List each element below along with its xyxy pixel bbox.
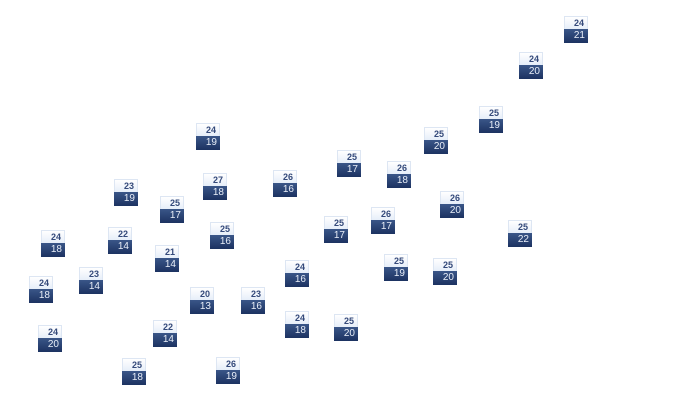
- high-temperature: 24: [519, 52, 543, 65]
- low-temperature: 18: [41, 243, 65, 257]
- high-temperature: 25: [508, 220, 532, 233]
- high-temperature: 20: [190, 287, 214, 300]
- temperature-marker[interactable]: 27 18: [203, 173, 227, 200]
- low-temperature: 16: [210, 235, 234, 249]
- low-temperature: 20: [424, 140, 448, 154]
- low-temperature: 22: [508, 233, 532, 247]
- low-temperature: 19: [196, 136, 220, 150]
- high-temperature: 25: [384, 254, 408, 267]
- temperature-marker[interactable]: 25 16: [210, 222, 234, 249]
- temperature-marker[interactable]: 25 19: [384, 254, 408, 281]
- low-temperature: 21: [564, 29, 588, 43]
- high-temperature: 27: [203, 173, 227, 186]
- high-temperature: 23: [241, 287, 265, 300]
- temperature-marker[interactable]: 23 19: [114, 179, 138, 206]
- high-temperature: 24: [41, 230, 65, 243]
- high-temperature: 26: [371, 207, 395, 220]
- temperature-marker[interactable]: 26 20: [440, 191, 464, 218]
- temperature-marker[interactable]: 26 19: [216, 357, 240, 384]
- temperature-marker[interactable]: 24 21: [564, 16, 588, 43]
- temperature-marker[interactable]: 25 20: [433, 258, 457, 285]
- low-temperature: 17: [324, 229, 348, 243]
- low-temperature: 20: [519, 65, 543, 79]
- low-temperature: 18: [285, 324, 309, 338]
- temperature-marker[interactable]: 20 13: [190, 287, 214, 314]
- low-temperature: 19: [384, 267, 408, 281]
- high-temperature: 25: [479, 106, 503, 119]
- low-temperature: 20: [440, 204, 464, 218]
- high-temperature: 21: [155, 245, 179, 258]
- high-temperature: 25: [160, 196, 184, 209]
- temperature-marker[interactable]: 24 18: [285, 311, 309, 338]
- low-temperature: 17: [337, 163, 361, 177]
- temperature-marker[interactable]: 22 14: [108, 227, 132, 254]
- temperature-marker[interactable]: 25 17: [324, 216, 348, 243]
- low-temperature: 18: [203, 186, 227, 200]
- low-temperature: 14: [108, 240, 132, 254]
- temperature-marker[interactable]: 24 18: [29, 276, 53, 303]
- high-temperature: 24: [564, 16, 588, 29]
- high-temperature: 25: [433, 258, 457, 271]
- low-temperature: 16: [285, 273, 309, 287]
- temperature-marker[interactable]: 23 14: [79, 267, 103, 294]
- low-temperature: 14: [79, 280, 103, 294]
- high-temperature: 25: [424, 127, 448, 140]
- temperature-marker[interactable]: 25 18: [122, 358, 146, 385]
- high-temperature: 24: [29, 276, 53, 289]
- high-temperature: 25: [122, 358, 146, 371]
- low-temperature: 20: [334, 327, 358, 341]
- temperature-marker[interactable]: 25 22: [508, 220, 532, 247]
- high-temperature: 23: [79, 267, 103, 280]
- high-temperature: 24: [38, 325, 62, 338]
- temperature-marker[interactable]: 26 17: [371, 207, 395, 234]
- temperature-marker[interactable]: 24 16: [285, 260, 309, 287]
- high-temperature: 23: [114, 179, 138, 192]
- temperature-marker[interactable]: 26 16: [273, 170, 297, 197]
- temperature-marker[interactable]: 25 19: [479, 106, 503, 133]
- low-temperature: 19: [479, 119, 503, 133]
- temperature-marker[interactable]: 24 20: [38, 325, 62, 352]
- high-temperature: 22: [153, 320, 177, 333]
- high-temperature: 25: [324, 216, 348, 229]
- high-temperature: 26: [216, 357, 240, 370]
- low-temperature: 17: [371, 220, 395, 234]
- high-temperature: 26: [440, 191, 464, 204]
- low-temperature: 20: [433, 271, 457, 285]
- low-temperature: 18: [387, 174, 411, 188]
- temperature-marker[interactable]: 24 20: [519, 52, 543, 79]
- temperature-marker[interactable]: 23 16: [241, 287, 265, 314]
- temperature-marker[interactable]: 26 18: [387, 161, 411, 188]
- high-temperature: 24: [285, 311, 309, 324]
- low-temperature: 19: [216, 370, 240, 384]
- high-temperature: 25: [337, 150, 361, 163]
- low-temperature: 18: [122, 371, 146, 385]
- high-temperature: 26: [387, 161, 411, 174]
- temperature-marker[interactable]: 25 17: [160, 196, 184, 223]
- low-temperature: 16: [273, 183, 297, 197]
- high-temperature: 24: [196, 123, 220, 136]
- temperature-marker[interactable]: 25 17: [337, 150, 361, 177]
- high-temperature: 25: [334, 314, 358, 327]
- low-temperature: 16: [241, 300, 265, 314]
- temperature-marker[interactable]: 24 18: [41, 230, 65, 257]
- temperature-marker[interactable]: 25 20: [424, 127, 448, 154]
- high-temperature: 22: [108, 227, 132, 240]
- temperature-marker[interactable]: 21 14: [155, 245, 179, 272]
- low-temperature: 20: [38, 338, 62, 352]
- temperature-marker[interactable]: 22 14: [153, 320, 177, 347]
- temperature-marker[interactable]: 25 20: [334, 314, 358, 341]
- high-temperature: 24: [285, 260, 309, 273]
- low-temperature: 18: [29, 289, 53, 303]
- low-temperature: 14: [155, 258, 179, 272]
- low-temperature: 19: [114, 192, 138, 206]
- temperature-marker[interactable]: 24 19: [196, 123, 220, 150]
- low-temperature: 14: [153, 333, 177, 347]
- high-temperature: 26: [273, 170, 297, 183]
- high-temperature: 25: [210, 222, 234, 235]
- low-temperature: 13: [190, 300, 214, 314]
- low-temperature: 17: [160, 209, 184, 223]
